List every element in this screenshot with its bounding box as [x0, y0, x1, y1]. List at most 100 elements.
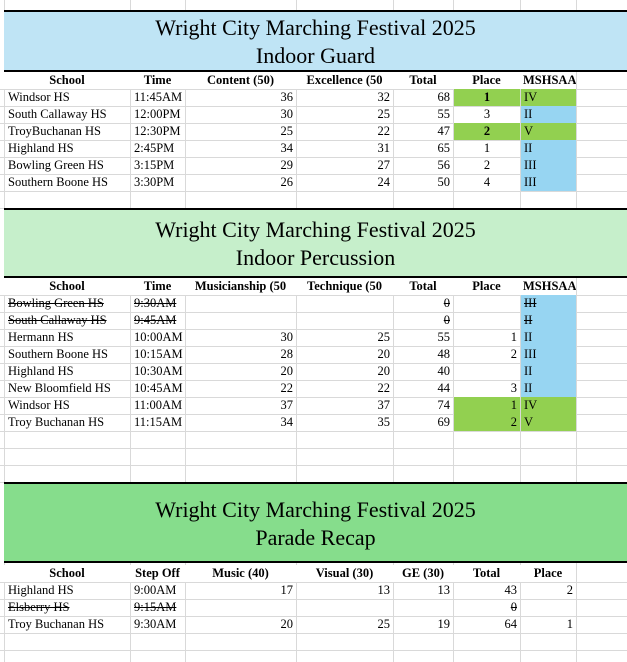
cell: 64 — [504, 617, 518, 631]
cell: 2 — [566, 583, 573, 597]
cell: 3:30PM — [134, 175, 175, 189]
cell: 44 — [437, 381, 451, 395]
cell: 20 — [377, 364, 391, 378]
cell: 10:00AM — [134, 330, 183, 344]
column-header: Step Off — [130, 565, 185, 582]
cell: 10:45AM — [134, 381, 183, 395]
cell: Bowling Green HS — [8, 158, 104, 172]
cell: 22 — [280, 381, 294, 395]
grid-line — [0, 650, 627, 651]
cell: 0 — [510, 600, 517, 614]
grid-line — [0, 633, 627, 634]
grid-line — [453, 0, 454, 662]
grid-line — [0, 106, 627, 107]
column-header: Excellence (50 — [296, 72, 393, 89]
cell: 24 — [377, 175, 391, 189]
grid-line — [0, 431, 627, 432]
column-header: Place — [453, 72, 520, 89]
cell: 69 — [437, 415, 451, 429]
cell: 0 — [443, 296, 450, 310]
cell: 17 — [280, 583, 294, 597]
cell: 56 — [437, 158, 451, 172]
cell: 65 — [437, 141, 451, 155]
grid-line — [0, 397, 627, 398]
grid-line — [185, 0, 186, 662]
grid-line — [0, 329, 627, 330]
column-header: Total — [393, 278, 453, 295]
cell: Troy Buchanan HS — [8, 617, 105, 631]
cell: 48 — [437, 347, 451, 361]
cell: 0 — [443, 313, 450, 327]
cell: 2:45PM — [134, 141, 175, 155]
column-header: MSHSAA — [520, 72, 576, 89]
column-header: Time — [130, 278, 185, 295]
cell: 11:45AM — [134, 90, 183, 104]
cell: 27 — [377, 158, 391, 172]
column-header: School — [4, 72, 130, 89]
column-header: Place — [453, 278, 520, 295]
column-header: Technique (50 — [296, 278, 393, 295]
cell: 9:30AM — [134, 296, 177, 310]
grid-line — [0, 582, 627, 583]
cell: 30 — [280, 107, 294, 121]
cell: 10:30AM — [134, 364, 183, 378]
cell: 74 — [437, 398, 451, 412]
cell: V — [521, 123, 576, 140]
cell: II — [521, 329, 576, 346]
cell: II — [521, 140, 576, 157]
cell: 47 — [437, 124, 451, 138]
column-header: Visual (30) — [296, 565, 393, 582]
cell: II — [521, 106, 576, 123]
cell: III — [521, 157, 576, 174]
grid-line — [0, 346, 627, 347]
grid-line — [0, 157, 627, 158]
cell: 1 — [510, 330, 517, 344]
cell: South Callaway HS — [8, 107, 107, 121]
cell: Highland HS — [8, 141, 74, 155]
title-line: Indoor Percussion — [235, 245, 396, 270]
grid-line — [0, 465, 627, 466]
cell: 25 — [377, 617, 391, 631]
cell: 11:15AM — [134, 415, 183, 429]
column-header: Total — [393, 72, 453, 89]
title-line: Wright City Marching Festival 2025 — [155, 217, 476, 242]
cell: 19 — [437, 617, 451, 631]
cell: 9:00AM — [134, 583, 177, 597]
cell: 30 — [280, 330, 294, 344]
cell: 50 — [437, 175, 451, 189]
cell: New Bloomfield HS — [8, 381, 111, 395]
cell: III — [521, 346, 576, 363]
cell: 1 — [566, 617, 573, 631]
cell: 2 — [454, 414, 520, 431]
cell: 4 — [483, 175, 491, 189]
grid-line — [0, 295, 627, 296]
cell: 68 — [437, 90, 451, 104]
cell: 1 — [454, 89, 520, 106]
cell: 20 — [280, 364, 294, 378]
cell: II — [521, 363, 576, 380]
column-header: GE (30) — [393, 565, 453, 582]
cell: Highland HS — [8, 364, 74, 378]
section-title: Wright City Marching Festival 2025 Indoor… — [4, 208, 627, 278]
cell: 2 — [483, 158, 491, 172]
column-header: Musicianship (50 — [185, 278, 296, 295]
cell: 26 — [280, 175, 294, 189]
column-header: MSHSAA — [520, 278, 576, 295]
grid-line — [0, 599, 627, 600]
cell: Bowling Green HS — [8, 296, 104, 310]
grid-line — [0, 414, 627, 415]
cell: V — [521, 414, 576, 431]
grid-line — [0, 616, 627, 617]
grid-line — [130, 0, 131, 662]
cell: 10:15AM — [134, 347, 183, 361]
cell: Elsberry HS — [8, 600, 70, 614]
grid-line — [0, 191, 627, 192]
grid-line — [0, 123, 627, 124]
cell: Windsor HS — [8, 398, 70, 412]
title-line: Parade Recap — [255, 524, 376, 550]
cell: 20 — [377, 347, 391, 361]
grid-line — [0, 89, 627, 90]
grid-line — [0, 380, 627, 381]
column-header: School — [4, 565, 130, 582]
cell: 34 — [280, 415, 294, 429]
